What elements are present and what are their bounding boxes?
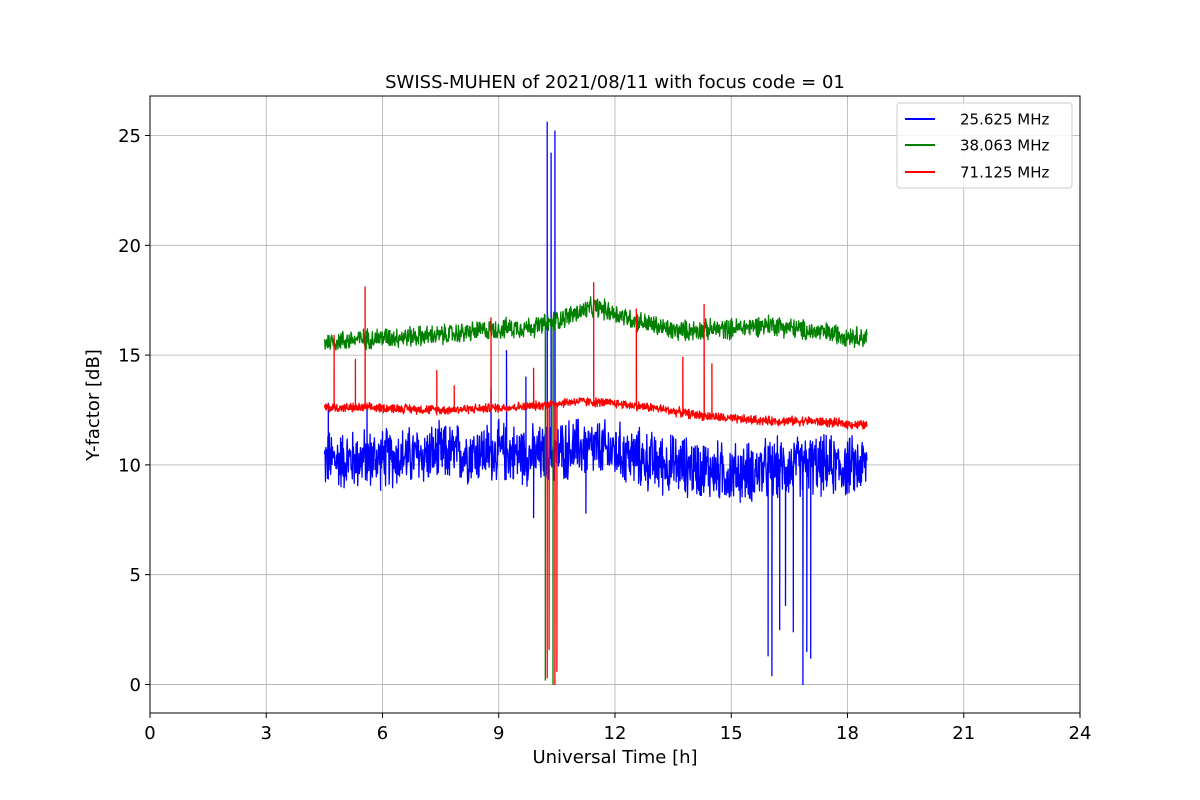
y-tick-label: 25 (118, 126, 141, 147)
y-axis-label: Y-factor [dB] (83, 349, 104, 462)
chart-title: SWISS-MUHEN of 2021/08/11 with focus cod… (385, 72, 845, 93)
y-tick-label: 15 (118, 346, 141, 367)
series-line-25-625 (323, 121, 868, 686)
x-tick-label: 3 (261, 723, 272, 744)
x-tick-label: 15 (720, 723, 743, 744)
x-tick-label: 6 (377, 723, 388, 744)
legend: 25.625 MHz 38.063 MHz 71.125 MHz (896, 102, 1073, 189)
legend-label-38-063: 38.063 MHz (960, 137, 1049, 155)
x-axis-label: Universal Time [h] (532, 747, 697, 768)
x-tick-label: 12 (604, 723, 627, 744)
legend-label-71-125: 71.125 MHz (960, 164, 1049, 182)
y-tick-label: 5 (130, 565, 141, 586)
x-tick-label: 18 (836, 723, 859, 744)
y-tick-label: 10 (118, 455, 141, 476)
y-tick-label: 20 (118, 236, 141, 257)
series-layer (323, 121, 868, 686)
ticks: 0 3 6 9 12 15 18 21 24 0 5 10 15 20 25 (118, 126, 1091, 744)
x-tick-label: 21 (952, 723, 975, 744)
x-tick-label: 24 (1069, 723, 1092, 744)
series-line-38-063 (323, 296, 868, 686)
x-tick-label: 9 (493, 723, 504, 744)
y-tick-label: 0 (130, 675, 141, 696)
legend-box (896, 102, 1073, 189)
x-tick-label: 0 (144, 723, 155, 744)
legend-label-25-625: 25.625 MHz (960, 111, 1049, 129)
series-line-71-125 (323, 281, 868, 686)
